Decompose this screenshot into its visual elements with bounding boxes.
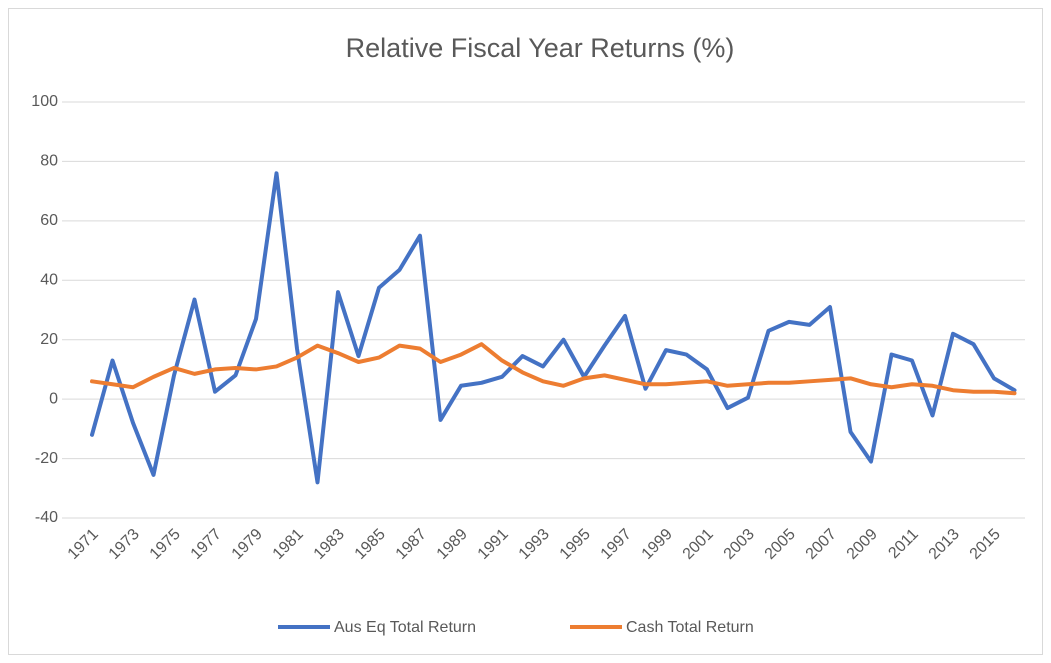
y-tick-label: 20 [40, 331, 58, 348]
chart-border [8, 8, 1043, 655]
y-tick-label: 0 [49, 390, 58, 407]
legend-label: Aus Eq Total Return [334, 619, 476, 636]
y-tick-label: 60 [40, 212, 58, 229]
y-tick-label: -20 [35, 450, 58, 467]
data-line [90, 171, 1017, 485]
y-tick-label: 40 [40, 272, 58, 289]
y-tick-label: 80 [40, 153, 58, 170]
legend-label: Cash Total Return [626, 619, 754, 636]
data-line [90, 342, 1017, 396]
y-tick-label: -40 [35, 509, 58, 526]
chart-title: Relative Fiscal Year Returns (%) [346, 33, 735, 63]
y-tick-label: 100 [31, 93, 58, 110]
